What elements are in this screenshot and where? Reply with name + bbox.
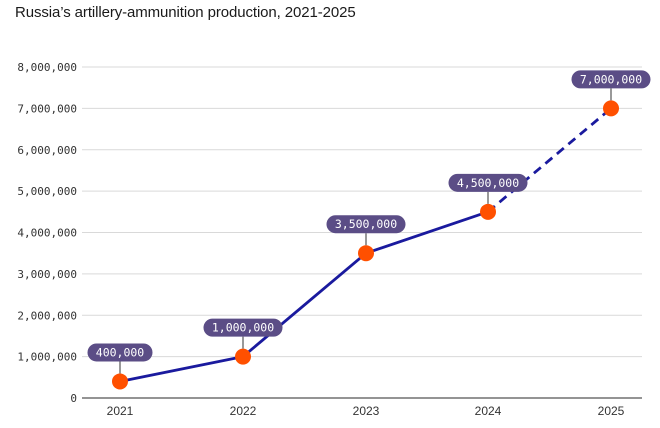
data-label-background — [326, 215, 406, 234]
data-point — [358, 245, 374, 262]
data-point — [480, 203, 496, 220]
data-label-background — [203, 318, 283, 337]
data-label-background — [448, 173, 528, 192]
y-tick-label: 3,000,000 — [17, 268, 77, 281]
y-tick-label: 5,000,000 — [17, 185, 77, 198]
data-label-background — [87, 343, 153, 362]
y-tick-label: 6,000,000 — [17, 144, 77, 157]
data-label: 7,000,000 — [580, 72, 642, 86]
y-tick-label: 2,000,000 — [17, 309, 77, 322]
x-axis-ticks: 2021 2022 2023 2024 2025 — [107, 404, 625, 418]
line-segment — [242, 252, 367, 358]
data-label: 1,000,000 — [212, 321, 274, 335]
chart-title: Russia’s artillery-ammunition production… — [15, 4, 356, 21]
data-label: 400,000 — [96, 345, 145, 359]
data-label: 4,500,000 — [457, 176, 519, 190]
data-label: 3,500,000 — [335, 217, 397, 231]
y-tick-label: 7,000,000 — [17, 102, 77, 115]
y-axis-ticks: 0 1,000,000 2,000,000 3,000,000 4,000,000 5,0… — [17, 61, 77, 405]
series-line — [119, 107, 612, 383]
data-label-background — [571, 70, 651, 89]
x-tick-label: 2025 — [598, 404, 625, 418]
line-segment — [365, 210, 489, 255]
data-point — [112, 373, 128, 390]
x-tick-label: 2024 — [475, 404, 502, 418]
y-tick-label: 4,000,000 — [17, 227, 77, 240]
y-tick-label: 8,000,000 — [17, 61, 77, 74]
x-tick-label: 2023 — [353, 404, 380, 418]
data-labels: 400,000 1,000,000 3,500,000 4,500,000 7,000,… — [87, 70, 651, 374]
line-segment-projected — [487, 107, 612, 213]
data-points — [112, 100, 619, 390]
x-tick-label: 2022 — [230, 404, 257, 418]
y-tick-label: 0 — [70, 392, 77, 405]
data-point — [235, 348, 251, 365]
y-tick-label: 1,000,000 — [17, 351, 77, 364]
line-segment — [119, 355, 244, 383]
data-point — [603, 100, 619, 117]
x-tick-label: 2021 — [107, 404, 134, 418]
